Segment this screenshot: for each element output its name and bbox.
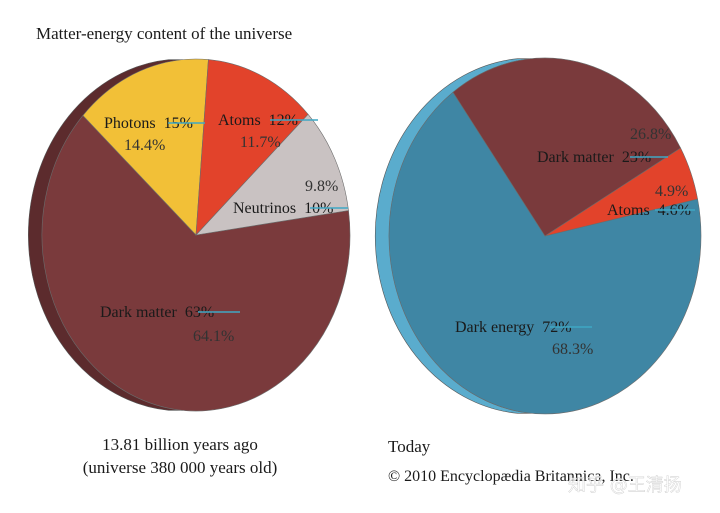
value-early-photons: 14.4% [124, 137, 165, 154]
pie-today: 26.8% Dark matter 23% 4.9% Atoms 4.6% Da… [374, 57, 702, 456]
chart-title: Matter-energy content of the universe [36, 24, 292, 43]
label-early-dark-matter: Dark matter 63% [100, 304, 214, 321]
slice-early-neutrinos [195, 113, 349, 236]
value-today-atoms: 4.9% [655, 183, 688, 200]
caption-early-line2: (universe 380 000 years old) [83, 458, 278, 477]
caption-early-line1: 13.81 billion years ago [102, 435, 258, 454]
slice-early-atoms [195, 59, 309, 236]
value-today-dark-energy: 68.3% [552, 341, 593, 358]
value-early-atoms: 11.7% [240, 134, 281, 151]
copyright-notice: © 2010 Encyclopædia Britannica, Inc. [388, 468, 634, 485]
caption-today: Today [388, 437, 431, 456]
pie-early-universe: Photons 15% 14.4% Atoms 12% 11.7% 9.8% N… [28, 58, 351, 477]
watermark: 知乎 @王清扬 [568, 475, 682, 496]
slice-early-photons [82, 58, 209, 236]
slice-today-dark-energy [388, 91, 702, 415]
value-early-dark-matter: 64.1% [193, 328, 234, 345]
value-early-neutrinos: 9.8% [305, 178, 338, 195]
slice-today-dark-matter [452, 57, 681, 237]
slice-today-atoms [544, 147, 698, 237]
value-today-dark-matter: 26.8% [630, 126, 671, 143]
slice-early-dark-matter [41, 115, 351, 412]
